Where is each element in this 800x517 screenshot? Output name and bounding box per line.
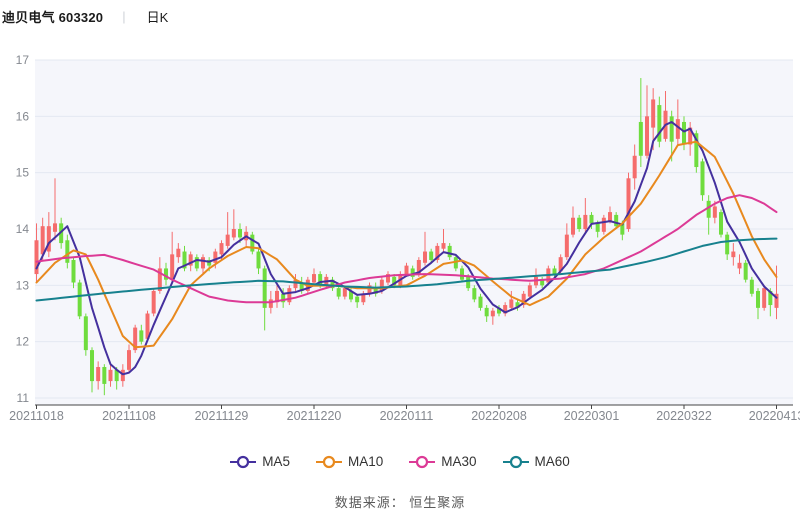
ma5-marker-icon: [230, 455, 257, 468]
legend-item-ma5[interactable]: MA5: [230, 454, 290, 469]
chart-header: 迪贝电气 603320 | 日K: [2, 7, 168, 26]
svg-text:20220301: 20220301: [564, 409, 620, 423]
svg-text:20211129: 20211129: [195, 409, 249, 423]
svg-text:14: 14: [16, 222, 30, 236]
svg-text:20211018: 20211018: [9, 409, 64, 423]
svg-text:17: 17: [16, 53, 30, 67]
svg-text:20220111: 20220111: [380, 409, 434, 423]
legend-label-ma60: MA60: [534, 454, 570, 469]
kline-chart[interactable]: 11 12 13 14 15 16 17 20211018 20211108 20211129 20…: [0, 0, 800, 430]
stock-title: 迪贝电气 603320: [2, 10, 104, 25]
svg-text:15: 15: [16, 166, 30, 180]
legend-item-ma30[interactable]: MA30: [409, 454, 477, 469]
data-source-note: 数据来源： 恒生聚源: [334, 495, 466, 510]
legend-item-ma10[interactable]: MA10: [315, 454, 384, 469]
ma-legend: MA5 MA10 MA30 MA60: [0, 454, 800, 469]
ma10-marker-icon: [315, 455, 342, 468]
legend-label-ma30: MA30: [441, 454, 477, 469]
header-divider: |: [122, 9, 126, 24]
svg-text:11: 11: [17, 391, 30, 405]
svg-text:13: 13: [16, 278, 30, 292]
legend-item-ma60[interactable]: MA60: [502, 454, 570, 469]
ma30-marker-icon: [409, 455, 436, 468]
period-tab-daily-k[interactable]: 日K: [146, 10, 169, 25]
svg-text:20220208: 20220208: [471, 409, 527, 423]
ma60-marker-icon: [502, 455, 529, 468]
svg-text:16: 16: [16, 109, 30, 123]
svg-text:20211108: 20211108: [102, 409, 156, 423]
kline-svg[interactable]: 11 12 13 14 15 16 17 20211018 20211108 20211129 20…: [0, 0, 800, 430]
svg-text:12: 12: [16, 335, 30, 349]
legend-label-ma10: MA10: [347, 454, 384, 469]
svg-text:20211220: 20211220: [287, 409, 342, 423]
svg-text:20220413: 20220413: [749, 409, 800, 423]
svg-text:20220322: 20220322: [656, 409, 712, 423]
legend-label-ma5: MA5: [262, 454, 290, 469]
